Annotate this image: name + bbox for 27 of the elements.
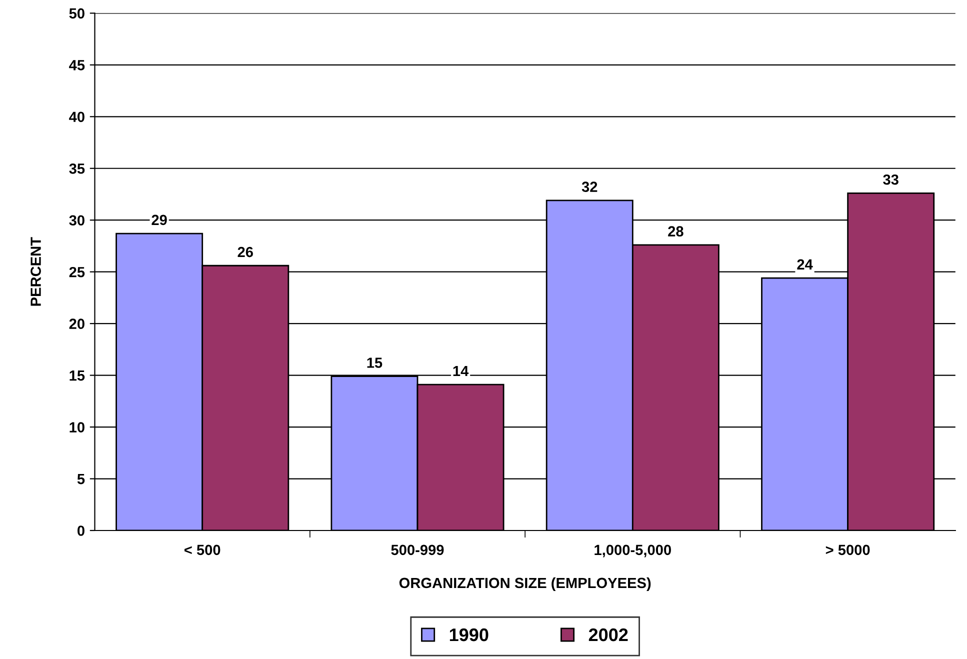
legend-label: 2002 xyxy=(588,628,628,642)
y-tick-label: 0 xyxy=(78,526,84,536)
y-tick-label: 30 xyxy=(69,215,84,226)
data-label: 32 xyxy=(582,182,598,192)
y-tick-label: 25 xyxy=(69,266,85,278)
data-label: 14 xyxy=(453,366,469,376)
y-axis-title: PERCENT xyxy=(30,237,41,306)
y-tick-label: 5 xyxy=(77,474,85,484)
x-tick-label: > 5000 xyxy=(826,544,870,556)
data-label: 29 xyxy=(152,214,167,226)
y-tick-label: 50 xyxy=(69,8,84,19)
data-label: 15 xyxy=(367,358,382,368)
x-tick-label: 500-999 xyxy=(391,544,444,556)
legend-label: 1990 xyxy=(450,628,488,642)
data-label: 28 xyxy=(668,226,684,236)
y-tick-label: 20 xyxy=(69,318,84,329)
x-axis-title: ORGANIZATION SIZE (EMPLOYEES) xyxy=(399,577,651,592)
y-tick-label: 10 xyxy=(70,422,84,432)
x-tick-label: < 500 xyxy=(184,544,220,556)
data-label: 24 xyxy=(797,259,813,270)
data-label: 26 xyxy=(238,246,253,258)
y-tick-label: 15 xyxy=(70,370,85,381)
y-tick-label: 40 xyxy=(69,112,84,122)
y-tick-label: 35 xyxy=(69,163,85,174)
x-tick-label: 1,000-5,000 xyxy=(594,544,671,558)
y-tick-label: 45 xyxy=(69,60,85,70)
data-label: 33 xyxy=(883,174,898,185)
